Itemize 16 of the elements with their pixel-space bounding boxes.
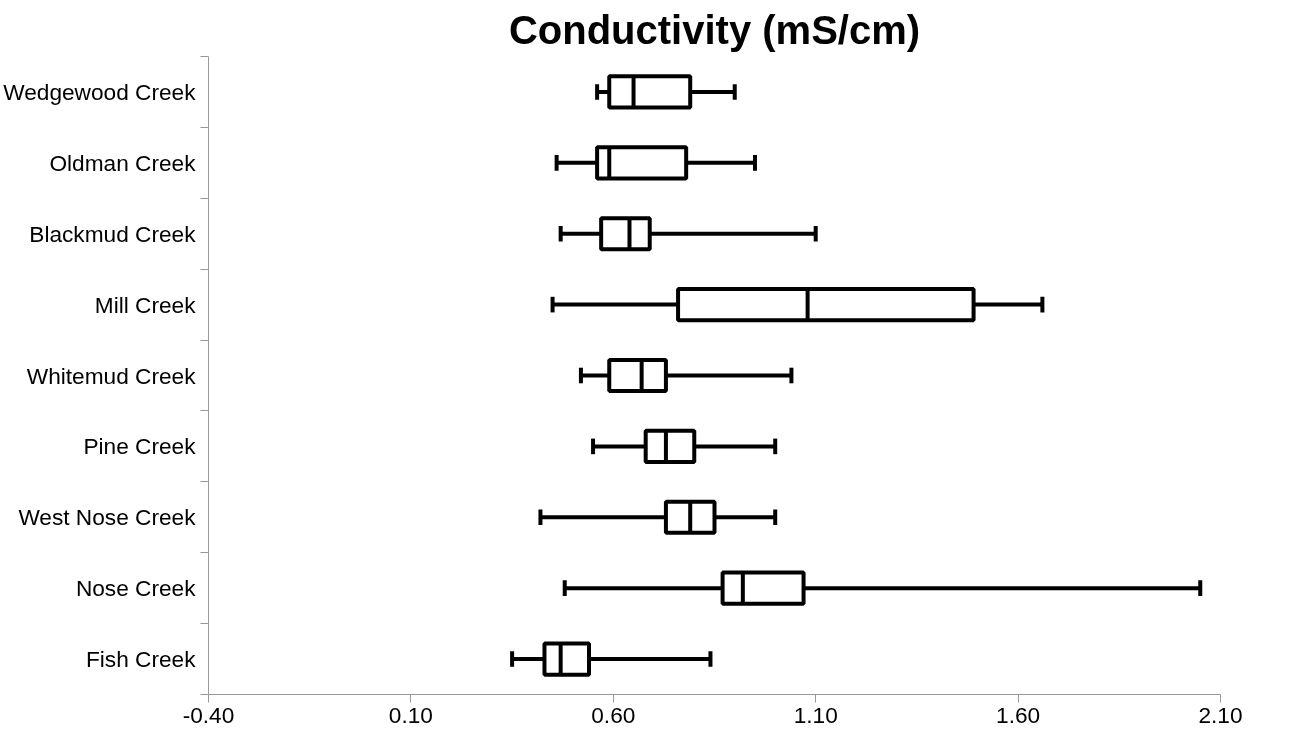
y-tick-label: West Nose Creek: [18, 504, 197, 531]
x-tick-label: 1.60: [996, 701, 1041, 728]
y-tick-label: Nose Creek: [75, 575, 197, 602]
y-tick-label: Oldman Creek: [49, 149, 197, 176]
x-tick-label: -0.40: [182, 701, 235, 728]
y-tick-label: Pine Creek: [83, 433, 197, 460]
x-tick-label: 0.10: [388, 701, 433, 728]
x-tick-label: 2.10: [1198, 701, 1243, 728]
y-tick-label: Blackmud Creek: [29, 220, 197, 247]
x-tick-label: 1.10: [793, 701, 838, 728]
chart-title: Conductivity (mS/cm): [508, 7, 921, 52]
x-tick-label: 0.60: [591, 701, 636, 728]
y-tick-label: Fish Creek: [85, 646, 197, 673]
y-tick-label: Wedgewood Creek: [3, 78, 197, 105]
y-tick-label: Mill Creek: [94, 291, 197, 318]
y-tick-label: Whitemud Creek: [26, 362, 197, 389]
